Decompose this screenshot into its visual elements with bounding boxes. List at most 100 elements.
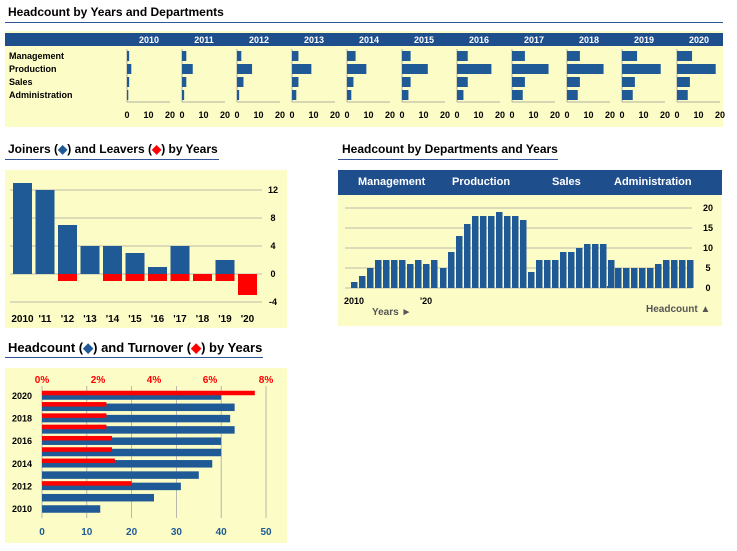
y-tick-label: 10 [703, 243, 713, 253]
category-label: Administration [9, 90, 73, 100]
headcount-bar [457, 64, 492, 74]
headcount-bar [677, 51, 693, 61]
joiners-bar [35, 190, 55, 274]
x-tick-label: 10 [363, 110, 373, 120]
facet-year-label: 2011 [194, 35, 214, 45]
x-tick-label: 20 [126, 527, 138, 538]
x-tick-label: 0 [344, 110, 349, 120]
headcount-bar [42, 471, 199, 479]
category-label: Sales [9, 77, 33, 87]
title-headcount-years-departments: Headcount by Years and Departments [8, 5, 224, 19]
y-tick-label: 0 [270, 269, 275, 279]
category-label: Production [9, 64, 57, 74]
x-tick-label: '11 [39, 314, 52, 325]
x-tick-label: 0 [289, 110, 294, 120]
x-tick-label: '14 [106, 314, 120, 325]
headcount-bar [639, 268, 646, 288]
facet-year-label: 2016 [469, 35, 489, 45]
panel-1-background [5, 31, 723, 127]
headcount-axis-label: Headcount ▲ [646, 304, 711, 315]
headcount-bar [347, 51, 356, 61]
headcount-bar [536, 260, 543, 288]
leavers-bar [148, 274, 167, 281]
headcount-bar [687, 260, 694, 288]
headcount-bar [584, 244, 591, 288]
headcount-bar [292, 51, 299, 61]
title-rule [5, 22, 723, 23]
headcount-bar [496, 212, 503, 288]
headcount-bar [42, 460, 213, 468]
chart-headcount-turnover: 0 10 20 30 40 50 0% 2% 4% 6% 8% 2010 2012 2014 2016 201… [12, 375, 273, 538]
chart-joiners-leavers: -4 0 4 8 12 2010 '11 '12 '13 '14 '15 '16 '17 '18 '19 '2… [10, 183, 278, 325]
turnover-diamond-icon: ◆ [191, 340, 202, 355]
y-tick-label: 15 [703, 223, 713, 233]
headcount-bar [600, 244, 607, 288]
x-tick-label: 20 [550, 110, 560, 120]
x-tick-label: 50 [260, 527, 272, 538]
turnover-bar [42, 458, 115, 464]
department-header-bar: Management Production Sales Administrati… [338, 170, 722, 195]
headcount-bar [457, 77, 468, 87]
x-tick-label: 20 [220, 110, 230, 120]
joiners-bar [170, 246, 190, 274]
headcount-bar [512, 90, 523, 100]
headcount-bar [567, 90, 578, 100]
joiners-bar [148, 267, 167, 274]
x-tick-label: 10 [418, 110, 428, 120]
x-tick-label: 10 [253, 110, 263, 120]
headcount-bar [359, 276, 366, 288]
y-tick-label: 0 [705, 283, 710, 293]
headcount-bar [520, 220, 527, 288]
x-tick-label: '13 [83, 314, 97, 325]
x-tick-label: 0 [39, 527, 45, 538]
headcount-diamond-icon: ◆ [83, 340, 94, 355]
headcount-bar [647, 268, 654, 288]
y-tick-label: 2010 [12, 504, 32, 514]
title-text: ) and Leavers ( [67, 142, 152, 156]
headcount-bar [457, 51, 468, 61]
headcount-bar [576, 248, 583, 288]
x-tick-label: 20 [275, 110, 285, 120]
x-tick-label: 10 [198, 110, 208, 120]
chart-headcount-years-departments: Management Production Sales Administration 2… [5, 33, 725, 120]
y-tick-label: 2020 [12, 391, 32, 401]
headcount-bar [391, 260, 398, 288]
headcount-bar [456, 236, 463, 288]
headcount-bar [375, 260, 382, 288]
x2-tick-label: 4% [147, 375, 162, 386]
chart-headcount-departments-years: 0 5 10 15 20 [345, 203, 713, 293]
y-tick-label: 2012 [12, 481, 32, 491]
title-text: ) by Years [161, 142, 218, 156]
x-tick-label: 0 [179, 110, 184, 120]
title-joiners-leavers: Joiners (◆) and Leavers (◆) by Years [8, 142, 218, 156]
headcount-bar [182, 51, 187, 61]
headcount-bar [622, 90, 633, 100]
facet-year-label: 2019 [634, 35, 654, 45]
headcount-bar [567, 64, 604, 74]
turnover-bar [42, 435, 112, 441]
headcount-bar [292, 90, 297, 100]
headcount-bar [42, 437, 222, 445]
headcount-bar [182, 64, 193, 74]
headcount-bar [367, 268, 374, 288]
facet-year-label: 2010 [139, 35, 159, 45]
leavers-bar [58, 274, 77, 281]
x-tick-label: 10 [583, 110, 593, 120]
y-tick-label: 2014 [12, 459, 32, 469]
joiners-bar [215, 260, 235, 274]
y-tick-label: 4 [270, 241, 275, 251]
headcount-bar [623, 268, 630, 288]
joiners-bar [58, 225, 77, 274]
x-tick-label: '19 [218, 314, 232, 325]
x-tick-2010: 2010 [344, 296, 365, 306]
headcount-bar [472, 216, 479, 288]
headcount-bar [292, 64, 312, 74]
turnover-bar [42, 447, 112, 452]
facet-year-label: 2018 [579, 35, 599, 45]
headcount-bar [402, 64, 428, 74]
facet-year-label: 2014 [359, 35, 379, 45]
joiners-bar [103, 246, 122, 274]
facet-year-label: 2013 [304, 35, 324, 45]
leavers-diamond-icon: ◆ [151, 142, 162, 156]
headcount-bar [127, 64, 132, 74]
